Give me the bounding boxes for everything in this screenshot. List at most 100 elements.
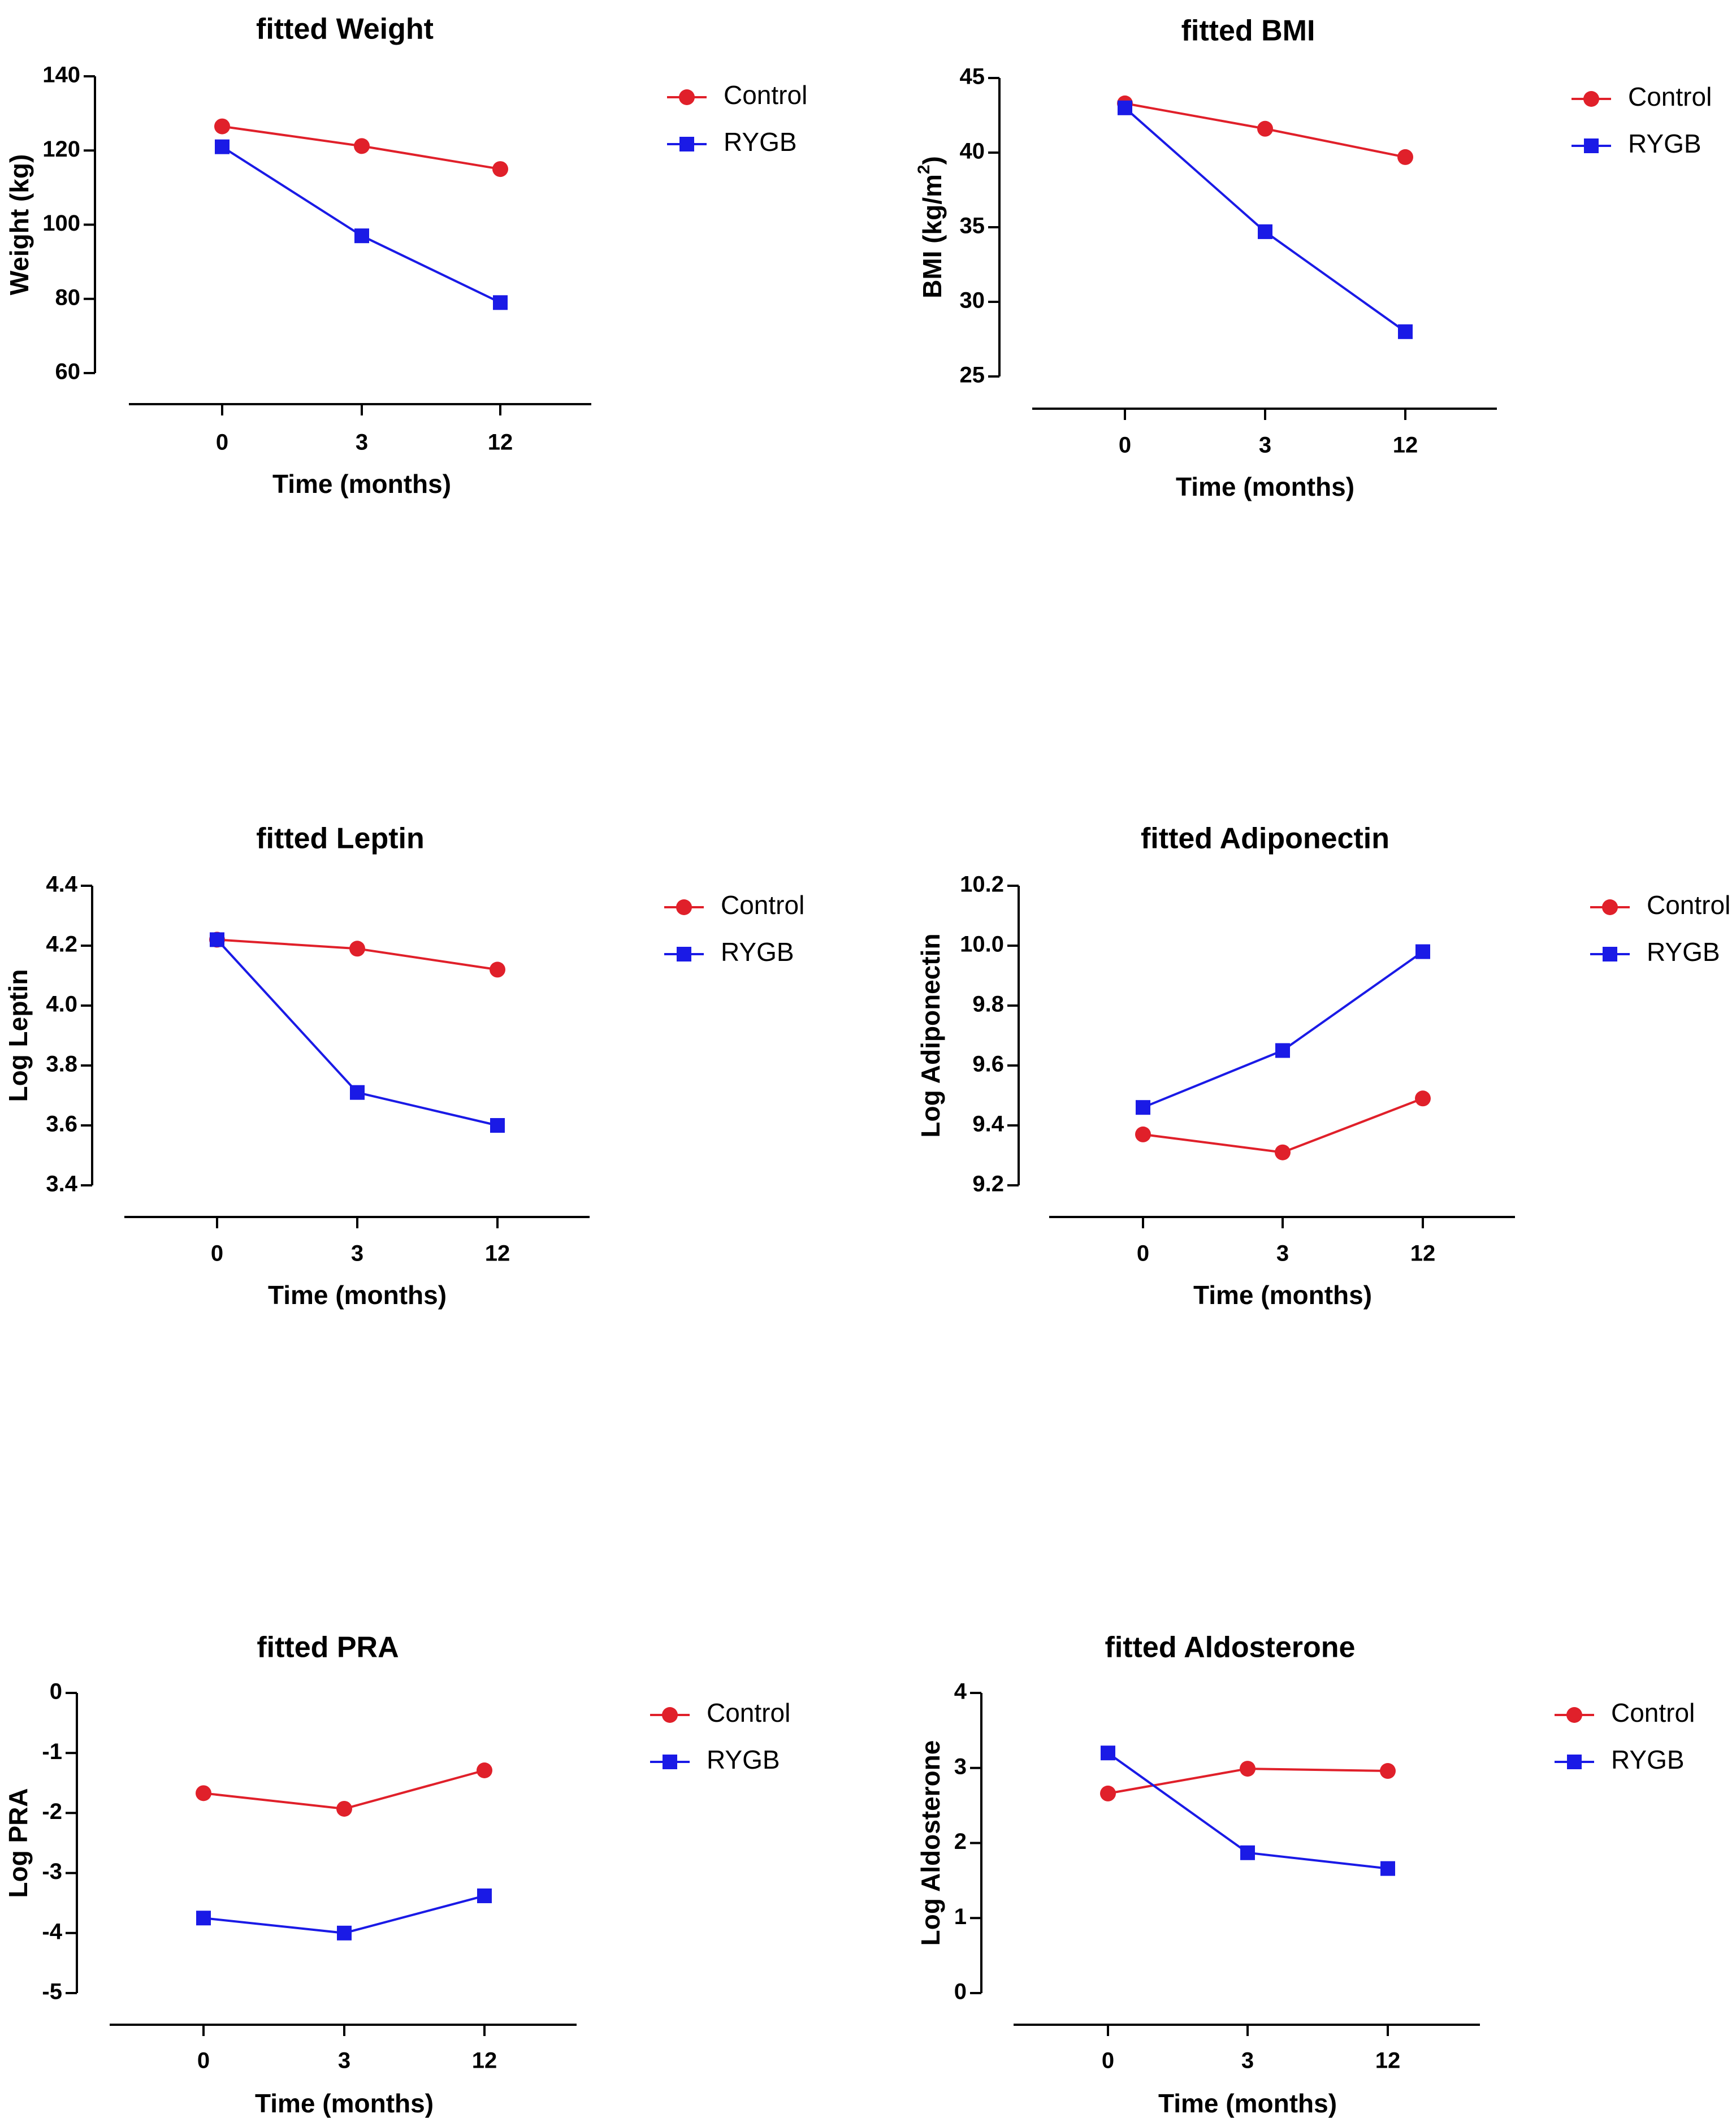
x-tick-label: 0	[1102, 2048, 1114, 2073]
y-axis-label: Log PRA	[3, 1788, 33, 1898]
data-point-control	[1100, 1785, 1116, 1801]
y-axis-label: BMI (kg/m2)	[915, 156, 947, 298]
data-point-control	[490, 961, 505, 978]
data-point-control	[1397, 149, 1413, 165]
y-tick-label: 10.0	[960, 932, 1004, 957]
y-tick-label: 140	[42, 63, 80, 88]
x-tick-label: 12	[488, 430, 513, 455]
y-tick-label: 100	[42, 211, 80, 236]
legend-marker-control	[676, 899, 692, 915]
legend-label-control: Control	[707, 1698, 790, 1727]
data-point-control	[477, 1762, 492, 1778]
y-tick-label: 120	[42, 137, 80, 162]
y-tick-label: 4.2	[46, 932, 77, 957]
data-point-control	[196, 1785, 211, 1801]
data-point-control	[349, 941, 365, 957]
data-point-rygb	[1240, 1845, 1255, 1860]
y-tick-label: 9.6	[972, 1052, 1004, 1077]
data-point-rygb	[337, 1925, 352, 1941]
x-tick-label: 12	[1410, 1241, 1436, 1266]
x-tick-label: 12	[1393, 433, 1418, 458]
data-point-control	[1257, 120, 1273, 137]
x-axis-label: Time (months)	[1176, 472, 1354, 501]
data-point-rygb	[477, 1888, 492, 1903]
y-tick-label: 80	[55, 285, 81, 310]
legend: Control RYGB	[664, 890, 804, 967]
x-tick-label: 12	[485, 1241, 510, 1266]
y-tick-label: 0	[954, 1980, 967, 2004]
legend-label-rygb: RYGB	[1628, 129, 1702, 158]
legend-marker-control	[1583, 91, 1599, 107]
data-point-rygb	[350, 1085, 365, 1100]
data-point-control	[492, 161, 508, 177]
y-tick-label: 9.2	[972, 1172, 1004, 1197]
chart-title: fitted Leptin	[256, 822, 425, 855]
x-tick-label: 12	[1375, 2048, 1401, 2073]
y-tick-label: 9.8	[972, 992, 1004, 1017]
data-point-rygb	[354, 228, 369, 244]
x-tick-label: 0	[211, 1241, 223, 1266]
data-point-rygb	[1415, 944, 1430, 959]
legend-marker-rygb	[1603, 947, 1617, 961]
legend-marker-rygb	[1584, 138, 1599, 153]
data-point-rygb	[1380, 1861, 1395, 1876]
legend-label-rygb: RYGB	[1611, 1745, 1685, 1774]
series-line-rygb	[1142, 950, 1424, 1109]
chart-title: fitted Adiponectin	[1141, 822, 1389, 855]
legend-label-control: Control	[1628, 82, 1712, 111]
chart-panel-fitted-leptin: fitted Leptin 3.4 3.6 3.8 4.0 4.2 4.4 Log Lepti…	[3, 822, 804, 1310]
y-tick-label: 25	[960, 363, 985, 388]
x-tick-label: 0	[1119, 433, 1131, 458]
data-point-rygb	[493, 295, 508, 310]
y-tick-label: 10.2	[960, 872, 1004, 897]
y-tick-label: -5	[42, 1980, 62, 2004]
x-tick-label: 3	[1259, 433, 1271, 458]
y-tick-label: 4	[954, 1679, 967, 1704]
y-tick-label: 0	[50, 1679, 62, 1704]
y-tick-label: -2	[42, 1799, 62, 1824]
y-tick-label: 3.8	[46, 1052, 77, 1077]
legend: Control RYGB	[1590, 890, 1730, 967]
data-point-control	[336, 1800, 352, 1817]
data-point-rygb	[1258, 224, 1272, 239]
data-point-rygb	[210, 932, 224, 947]
chart-panel-fitted-weight: fitted Weight 60 80 100 120 140 Weight (kg) 0 3 1…	[5, 13, 807, 499]
data-point-rygb	[490, 1118, 505, 1133]
chart-panel-fitted-pra: fitted PRA -5 -4 -3 -2 -1 0 Log PRA 0 3 12 Time (mo…	[3, 1631, 790, 2118]
y-axis-label: Weight (kg)	[5, 154, 34, 296]
legend-marker-rygb	[1567, 1755, 1582, 1769]
legend-label-rygb: RYGB	[724, 127, 797, 157]
x-axis-label: Time (months)	[255, 2089, 434, 2118]
data-point-rygb	[196, 1911, 211, 1926]
legend-label-control: Control	[1611, 1698, 1695, 1727]
y-tick-label: -3	[42, 1859, 62, 1884]
legend-marker-control	[1602, 899, 1618, 915]
series-line-rygb	[1124, 107, 1406, 333]
legend-marker-rygb	[663, 1755, 677, 1769]
y-tick-label: 35	[960, 214, 985, 239]
y-tick-label: 3.4	[46, 1172, 77, 1197]
y-tick-label: 30	[960, 288, 985, 313]
x-tick-label: 3	[351, 1241, 363, 1266]
y-tick-label: 45	[960, 64, 985, 89]
chart-title: fitted PRA	[257, 1631, 399, 1664]
y-tick-label: 4.0	[46, 992, 77, 1017]
data-point-rygb	[1118, 100, 1132, 115]
x-tick-label: 3	[1241, 2048, 1254, 2073]
legend-marker-control	[1566, 1707, 1582, 1723]
x-tick-label: 3	[1276, 1241, 1289, 1266]
legend-label-rygb: RYGB	[1647, 937, 1720, 967]
legend: Control RYGB	[650, 1698, 790, 1774]
data-point-control	[214, 118, 230, 135]
y-tick-label: 1	[954, 1904, 967, 1929]
data-point-control	[1240, 1761, 1256, 1777]
chart-title: fitted Weight	[256, 13, 434, 46]
chart-title: fitted Aldosterone	[1105, 1631, 1356, 1664]
y-tick-label: 3.6	[46, 1112, 77, 1137]
y-tick-label: 2	[954, 1829, 967, 1854]
y-tick-label: 60	[55, 360, 81, 384]
x-tick-label: 0	[197, 2048, 210, 2073]
y-tick-label: -1	[42, 1739, 62, 1764]
